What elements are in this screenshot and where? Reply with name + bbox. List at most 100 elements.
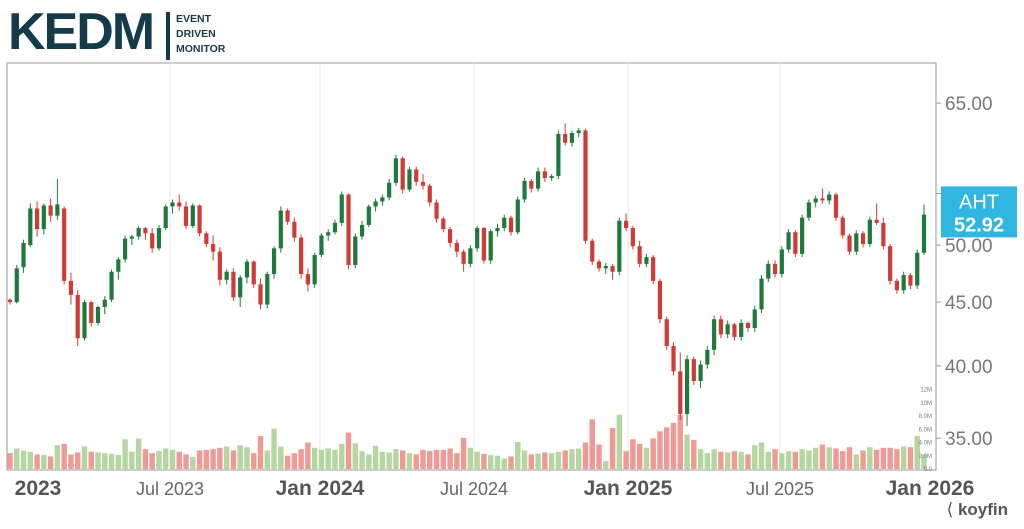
- volume-bar: [542, 452, 548, 469]
- candle-body: [644, 257, 649, 264]
- candle-body: [170, 202, 175, 207]
- volume-bar: [887, 447, 893, 469]
- volume-bar: [603, 461, 609, 469]
- koyfin-brand: ⟨ koyfin: [947, 500, 1008, 520]
- last-price-label: 52.92: [954, 214, 1004, 236]
- plot-frame: [6, 62, 937, 471]
- volume-bar: [860, 450, 866, 469]
- volume-bar: [386, 452, 392, 469]
- candle-body: [359, 224, 365, 237]
- volume-bar: [806, 450, 812, 469]
- volume-bar: [724, 452, 731, 469]
- volume-bar: [271, 428, 277, 469]
- volume-bar: [264, 450, 270, 469]
- candle-body: [447, 229, 453, 243]
- candle-body: [617, 220, 622, 272]
- volume-bar: [223, 446, 230, 469]
- candle-body: [150, 233, 155, 249]
- candle-body: [657, 280, 663, 320]
- volume-bar: [41, 455, 47, 469]
- candle-body: [549, 176, 554, 179]
- volume-bar: [393, 449, 399, 469]
- volume-bar: [691, 439, 697, 469]
- volume-bar: [454, 453, 460, 469]
- ticker-label: AHT: [959, 191, 999, 213]
- candle-body: [596, 261, 602, 269]
- candle-body: [332, 222, 338, 233]
- candle-body: [258, 284, 263, 305]
- volume-bar: [582, 442, 589, 469]
- volume-bar: [68, 454, 74, 469]
- volume-bar: [630, 439, 636, 469]
- candle-body: [820, 198, 825, 201]
- candle-body: [129, 236, 134, 239]
- candle-body: [102, 299, 107, 307]
- volume-bar: [846, 447, 853, 469]
- candle-body: [238, 277, 243, 298]
- candle-body: [881, 222, 886, 247]
- candle-body: [732, 324, 737, 337]
- volume-bar: [257, 435, 264, 469]
- volume-bar: [711, 449, 717, 469]
- volume-bar: [562, 450, 568, 469]
- volume-bar: [311, 447, 318, 469]
- candle-body: [265, 274, 270, 305]
- volume-bar: [284, 455, 291, 469]
- candle-body: [698, 364, 703, 381]
- volume-bar: [752, 445, 758, 469]
- volume-bar: [548, 453, 555, 469]
- candle-body: [387, 182, 392, 198]
- volume-bar: [833, 448, 839, 469]
- volume-tick-label: 10M: [920, 401, 932, 407]
- candle-body: [590, 240, 595, 262]
- volume-bar: [515, 441, 521, 469]
- volume-bar: [765, 451, 771, 469]
- candle-body: [725, 324, 730, 335]
- volume-bar: [163, 448, 169, 469]
- candle-body: [224, 271, 229, 280]
- volume-bar: [61, 443, 67, 469]
- candle-body: [34, 208, 40, 230]
- volume-bar: [487, 455, 494, 469]
- volume-bar: [812, 447, 819, 469]
- candle-body: [163, 206, 168, 229]
- volume-bar: [650, 438, 656, 469]
- candle-body: [48, 205, 53, 216]
- candle-body: [143, 228, 148, 234]
- candle-body: [671, 345, 676, 372]
- volume-tick-label: 6.0M: [919, 427, 932, 433]
- volume-bar: [636, 443, 643, 469]
- candle-body: [766, 263, 771, 279]
- candle-body: [813, 198, 818, 203]
- candle-body: [712, 319, 717, 350]
- candle-body: [122, 238, 128, 260]
- volume-bar: [339, 443, 345, 469]
- volume-bar: [122, 439, 128, 469]
- candle-body: [407, 169, 412, 190]
- candle-body: [183, 206, 189, 226]
- volume-bar: [819, 444, 826, 469]
- volume-bar: [853, 454, 860, 469]
- volume-bar: [914, 435, 920, 469]
- candle-body: [414, 169, 419, 182]
- candle-body: [475, 228, 480, 249]
- candle-body: [434, 202, 439, 219]
- volume-bar: [521, 450, 528, 469]
- volume-bar: [352, 443, 358, 469]
- candle-body: [630, 228, 635, 247]
- candle-body: [380, 197, 385, 202]
- candle-body: [116, 259, 121, 272]
- volume-bar: [623, 451, 629, 469]
- volume-bar: [880, 447, 887, 469]
- volume-bar: [921, 454, 927, 469]
- volume-bar: [907, 447, 914, 469]
- candle-body: [894, 280, 900, 291]
- candle-body: [211, 244, 216, 252]
- candle-body: [488, 231, 493, 261]
- candle-body: [136, 228, 141, 237]
- volume-bar: [399, 450, 406, 469]
- volume-bar: [176, 451, 182, 469]
- volume-bar: [244, 447, 250, 469]
- volume-bar: [657, 431, 663, 469]
- candle-body: [847, 235, 852, 252]
